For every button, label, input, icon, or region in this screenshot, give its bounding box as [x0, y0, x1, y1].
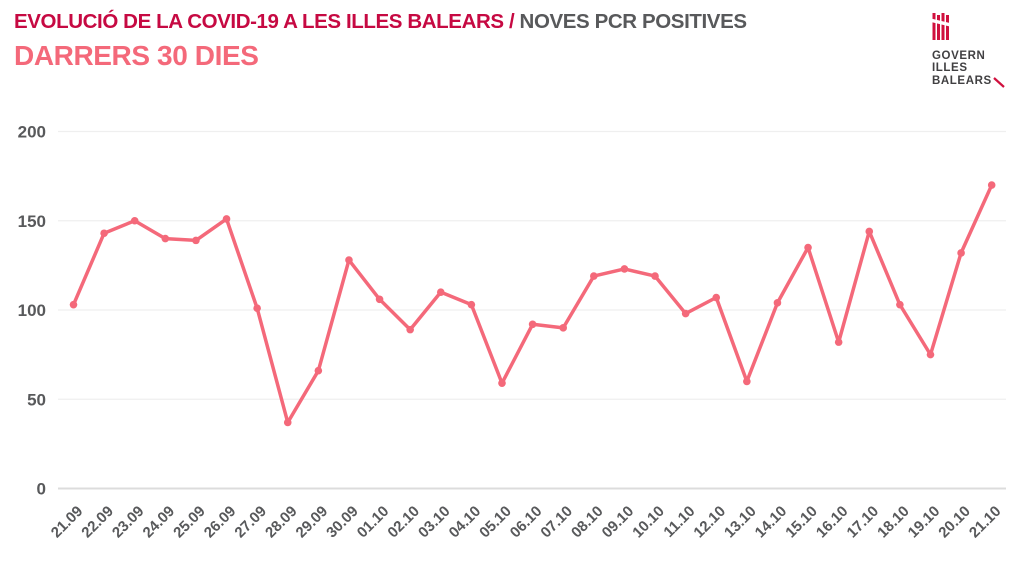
data-point — [436, 288, 445, 296]
x-axis-tick-label: 09.10 — [599, 503, 638, 542]
data-point — [773, 299, 782, 307]
data-point — [743, 377, 751, 386]
page-subtitle: DARRERS 30 DIES — [14, 39, 259, 71]
data-point — [192, 236, 200, 245]
y-axis-tick-label: 50 — [27, 390, 46, 409]
data-point — [345, 256, 353, 264]
govern-illes-balears-logo: GOVERN ILLES BALEARS — [929, 13, 1018, 90]
logo-line-govern: GOVERN — [932, 50, 986, 62]
data-point — [681, 309, 690, 318]
x-axis-tick-label: 16.10 — [813, 503, 852, 542]
header: EVOLUCIÓ DE LA COVID-19 A LES ILLES BALE… — [14, 10, 747, 71]
data-point — [467, 300, 476, 309]
data-point — [957, 249, 965, 257]
data-point — [926, 350, 935, 359]
data-point — [987, 181, 996, 189]
data-point — [161, 234, 170, 243]
logo-line-balears: BALEARS — [932, 74, 992, 87]
logo-text: GOVERN ILLES BALEARS — [932, 50, 1018, 90]
x-axis-tick-label: 20.10 — [935, 503, 974, 542]
x-axis-tick-label: 10.10 — [629, 503, 668, 542]
data-point — [375, 295, 384, 304]
x-axis-tick-label: 14.10 — [752, 503, 791, 542]
x-axis-tick-label: 04.10 — [446, 503, 485, 542]
data-point — [712, 293, 721, 302]
data-point — [528, 320, 537, 329]
title-primary: EVOLUCIÓ DE LA COVID-19 A LES ILLES BALE… — [14, 10, 520, 33]
data-point — [498, 379, 506, 387]
x-axis-tick-label: 27.09 — [231, 503, 270, 542]
x-axis-tick-label: 18.10 — [874, 503, 913, 542]
x-axis-tick-label: 02.10 — [384, 503, 423, 542]
x-axis-tick-label: 29.09 — [293, 503, 332, 542]
x-axis-tick-label: 13.10 — [721, 503, 760, 542]
x-axis-tick-label: 30.09 — [323, 503, 362, 542]
data-point — [406, 325, 414, 334]
x-axis-tick-label: 26.09 — [201, 503, 240, 542]
data-point — [804, 243, 812, 252]
data-point — [130, 216, 139, 225]
x-axis-tick-label: 08.10 — [568, 503, 607, 542]
logo-line-illes: ILLES — [932, 62, 968, 75]
x-axis-tick-label: 05.10 — [476, 503, 515, 542]
data-point — [620, 265, 629, 273]
x-axis-tick-label: 17.10 — [844, 503, 883, 542]
data-point — [651, 272, 659, 280]
y-axis-tick-label: 0 — [37, 480, 46, 499]
x-axis-tick-label: 12.10 — [690, 503, 729, 542]
data-point — [834, 338, 843, 346]
x-axis-tick-label: 15.10 — [782, 503, 821, 542]
x-axis-tick-label: 21.09 — [48, 503, 87, 542]
data-point — [253, 304, 261, 313]
x-axis-tick-label: 01.10 — [354, 503, 393, 542]
data-point — [69, 300, 78, 309]
data-point — [283, 418, 292, 427]
x-axis-tick-label: 25.09 — [170, 503, 209, 542]
y-axis-tick-label: 200 — [18, 123, 46, 142]
x-axis-tick-label: 11.10 — [660, 503, 698, 541]
data-point — [222, 215, 231, 223]
data-point — [559, 324, 568, 332]
x-axis-tick-label: 06.10 — [507, 503, 546, 542]
data-point — [590, 272, 598, 280]
x-axis-tick-label: 24.09 — [140, 503, 179, 542]
data-point — [865, 227, 874, 236]
y-axis-tick-label: 150 — [18, 212, 46, 231]
x-axis-tick-label: 07.10 — [537, 503, 576, 542]
x-axis-tick-label: 23.09 — [109, 503, 148, 542]
x-axis-tick-label: 22.09 — [78, 503, 117, 542]
x-axis-tick-label: 19.10 — [905, 503, 944, 542]
y-axis-tick-label: 100 — [18, 301, 46, 320]
data-point — [314, 366, 323, 375]
x-axis-tick-label: 28.09 — [262, 503, 301, 542]
data-point — [100, 229, 108, 238]
data-point — [896, 300, 904, 309]
x-axis-tick-label: 21.10 — [966, 503, 1005, 542]
govern-emblem-icon — [929, 13, 956, 40]
logo-slash-icon — [993, 76, 1005, 88]
x-axis-tick-label: 03.10 — [415, 503, 454, 542]
page-title: EVOLUCIÓ DE LA COVID-19 A LES ILLES BALE… — [14, 10, 747, 33]
title-secondary: NOVES PCR POSITIVES — [519, 10, 747, 33]
